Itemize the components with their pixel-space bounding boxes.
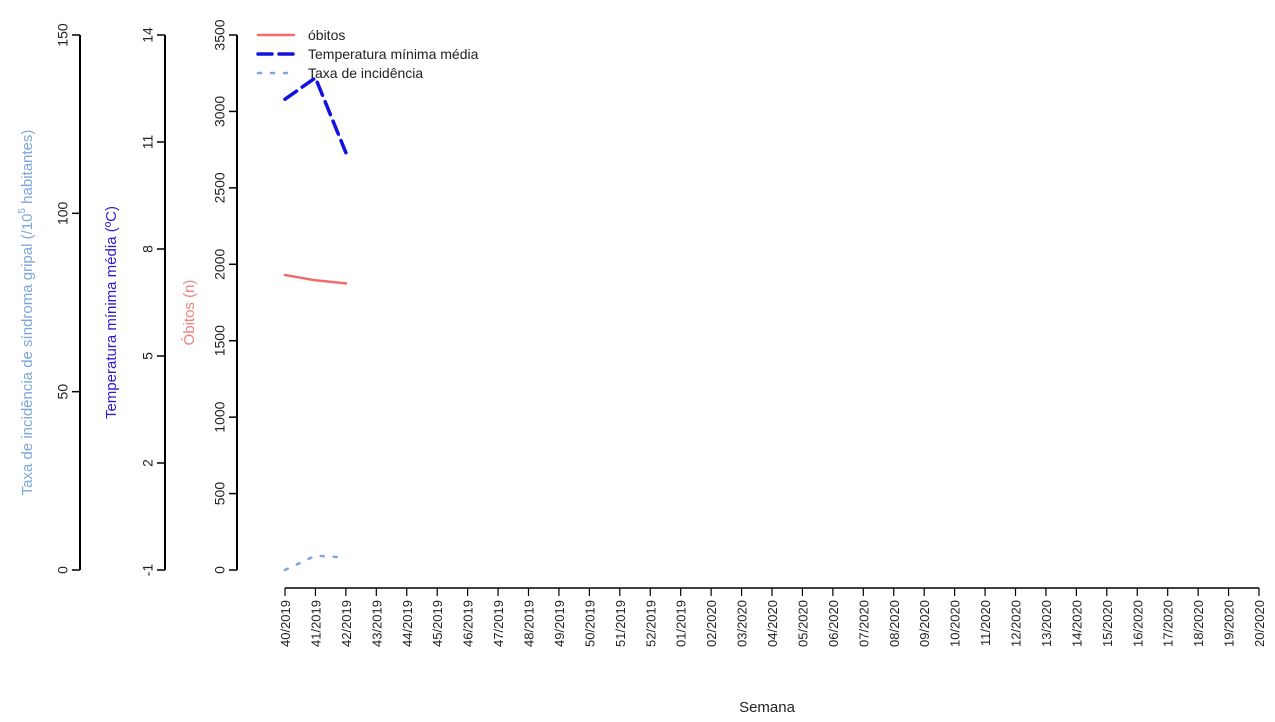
x-tick-label: 02/2020 bbox=[704, 600, 719, 647]
x-tick-label: 52/2019 bbox=[643, 600, 658, 647]
x-tick-label: 49/2019 bbox=[552, 600, 567, 647]
x-tick-label: 51/2019 bbox=[613, 600, 628, 647]
incidencia-tick-label: 150 bbox=[55, 23, 71, 47]
obitos-tick-label: 1500 bbox=[212, 325, 228, 356]
x-tick-label: 20/2020 bbox=[1252, 600, 1267, 647]
x-tick-label: 10/2020 bbox=[948, 600, 963, 647]
obitos-tick-label: 0 bbox=[212, 566, 228, 574]
x-tick-label: 19/2020 bbox=[1222, 600, 1237, 647]
obitos-axis-label: Óbitos (n) bbox=[181, 280, 198, 346]
series-line-obitos bbox=[283, 273, 348, 285]
incidencia-tick-label: 0 bbox=[55, 566, 71, 574]
x-tick-label: 06/2020 bbox=[826, 600, 841, 647]
x-tick-label: 12/2020 bbox=[1009, 600, 1024, 647]
x-tick-label: 15/2020 bbox=[1100, 600, 1115, 647]
temperatura-tick-label: 5 bbox=[140, 352, 156, 360]
x-tick-label: 44/2019 bbox=[400, 600, 415, 647]
x-tick-label: 41/2019 bbox=[308, 600, 323, 647]
x-tick-label: 45/2019 bbox=[430, 600, 445, 647]
obitos-tick-label: 2000 bbox=[212, 249, 228, 280]
x-tick-label: 08/2020 bbox=[887, 600, 902, 647]
series-line-temperatura bbox=[283, 76, 348, 155]
temperatura-axis-label: Temperatura mínima média (ºC) bbox=[103, 206, 120, 419]
x-tick-label: 05/2020 bbox=[795, 600, 810, 647]
x-tick-label: 50/2019 bbox=[582, 600, 597, 647]
x-tick-label: 13/2020 bbox=[1039, 600, 1054, 647]
incidencia-axis-label-part: Taxa de incidência de síndroma gripal (/… bbox=[19, 214, 36, 496]
x-tick-label: 46/2019 bbox=[461, 600, 476, 647]
x-tick-label: 40/2019 bbox=[278, 600, 293, 647]
obitos-tick-label: 3500 bbox=[212, 19, 228, 50]
x-tick-label: 03/2020 bbox=[735, 600, 750, 647]
legend-label-temperatura: Temperatura mínima média bbox=[308, 46, 479, 62]
temperatura-tick-label: -1 bbox=[140, 564, 156, 577]
incidencia-axis-label-part: habitantes) bbox=[19, 130, 36, 208]
incidencia-tick-label: 50 bbox=[55, 384, 71, 400]
x-tick-label: 04/2020 bbox=[765, 600, 780, 647]
temperatura-tick-label: 2 bbox=[140, 459, 156, 467]
x-tick-label: 43/2019 bbox=[369, 600, 384, 647]
x-axis-label: Semana bbox=[739, 699, 796, 716]
x-tick-label: 11/2020 bbox=[978, 600, 993, 646]
incidencia-tick-label: 100 bbox=[55, 201, 71, 225]
x-tick-label: 07/2020 bbox=[856, 600, 871, 647]
temperatura-tick-label: 8 bbox=[140, 245, 156, 253]
temperatura-tick-label: 11 bbox=[140, 135, 156, 150]
x-tick-label: 14/2020 bbox=[1069, 600, 1084, 647]
obitos-tick-label: 500 bbox=[212, 482, 228, 506]
temperatura-tick-label: 14 bbox=[140, 27, 156, 43]
x-tick-label: 48/2019 bbox=[522, 600, 537, 647]
obitos-tick-label: 2500 bbox=[212, 172, 228, 203]
x-tick-label: 17/2020 bbox=[1161, 600, 1176, 647]
legend-label-incidencia: Taxa de incidência bbox=[308, 65, 423, 81]
x-tick-label: 09/2020 bbox=[917, 600, 932, 647]
x-tick-label: 16/2020 bbox=[1130, 600, 1145, 647]
series-line-incidencia bbox=[283, 554, 348, 572]
incidencia-axis-label: Taxa de incidência de síndroma gripal (/… bbox=[17, 130, 36, 496]
legend-label-obitos: óbitos bbox=[308, 27, 345, 43]
obitos-tick-label: 3000 bbox=[212, 96, 228, 127]
x-tick-label: 18/2020 bbox=[1191, 600, 1206, 647]
incidencia-axis-label-superscript: 5 bbox=[17, 208, 28, 214]
x-tick-label: 47/2019 bbox=[491, 600, 506, 647]
x-tick-label: 42/2019 bbox=[339, 600, 354, 647]
obitos-tick-label: 1000 bbox=[212, 401, 228, 432]
x-tick-label: 01/2019 bbox=[674, 600, 689, 647]
